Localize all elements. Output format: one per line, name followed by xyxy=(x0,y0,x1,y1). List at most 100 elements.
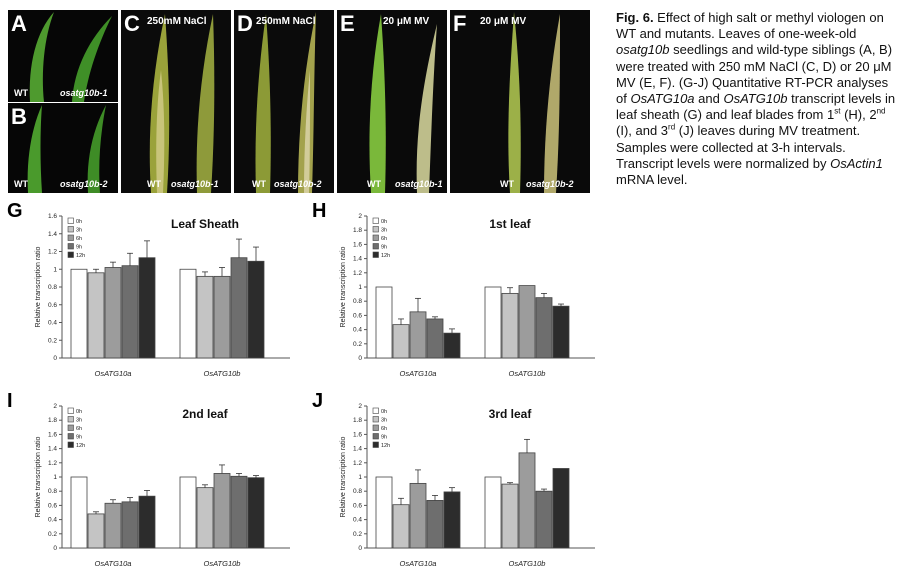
bar xyxy=(552,468,570,549)
x-category-label: OsATG10b xyxy=(509,559,546,568)
bar xyxy=(426,318,444,359)
treatment-label: 20 μM MV xyxy=(480,16,527,27)
y-tick-label: 0.2 xyxy=(48,531,57,538)
leaf-image xyxy=(255,12,316,193)
y-tick-label: 0.4 xyxy=(353,517,362,524)
y-tick-label: 1 xyxy=(358,474,362,481)
leaf-image xyxy=(369,14,437,193)
wt-label: WT xyxy=(14,88,28,98)
mutant-label: osatg10b-1 xyxy=(60,88,108,98)
caption-segment: Effect of high salt or methyl viologen o… xyxy=(616,10,884,42)
caption-segment: and xyxy=(694,91,724,107)
legend-swatch xyxy=(372,407,379,414)
caption-segment: nd xyxy=(876,106,886,116)
caption-segment: rd xyxy=(668,123,676,133)
chart-title: Leaf Sheath xyxy=(171,217,239,231)
y-tick-label: 1.8 xyxy=(48,417,57,424)
chart-svg: 0 0.2 0.4 0.6 0.8 1 1.2 1.4 1.6 1.8 2 Relative tran… xyxy=(35,403,290,568)
bar xyxy=(409,311,427,359)
bar xyxy=(247,477,265,549)
y-tick-label: 1 xyxy=(53,474,57,481)
legend-label: 6h xyxy=(76,236,82,242)
y-tick-label: 1.6 xyxy=(48,213,57,220)
leaf-image xyxy=(29,12,112,102)
legend-swatch xyxy=(67,217,74,224)
y-tick-label: 2 xyxy=(53,403,57,410)
caption-segment: OsActin1 xyxy=(830,155,883,171)
y-tick-label: 0 xyxy=(53,355,57,362)
x-category-label: OsATG10a xyxy=(400,369,437,378)
y-tick-label: 2 xyxy=(358,403,362,410)
legend-swatch xyxy=(67,226,74,233)
x-category-label: OsATG10a xyxy=(95,369,132,378)
caption-text: Effect of high salt or methyl viologen o… xyxy=(616,10,895,187)
bar xyxy=(501,483,519,549)
y-axis-label: Relative transcription ratio xyxy=(35,246,42,327)
legend-label: 3h xyxy=(76,418,82,424)
legend-label: 6h xyxy=(381,426,387,432)
bar xyxy=(138,495,156,549)
legend-label: 0h xyxy=(381,219,387,225)
legend-label: 9h xyxy=(381,435,387,441)
legend-swatch xyxy=(372,424,379,431)
panel-letter-i: I xyxy=(7,390,13,412)
x-category-label: OsATG10b xyxy=(204,369,241,378)
legend-label: 12h xyxy=(76,443,85,449)
y-tick-label: 1.2 xyxy=(48,249,57,256)
treatment-label: 250mM NaCl xyxy=(256,16,316,27)
bar xyxy=(247,260,265,359)
bar xyxy=(179,268,197,359)
y-tick-label: 0.2 xyxy=(353,341,362,348)
legend-label: 6h xyxy=(381,236,387,242)
panel-letter: F xyxy=(453,11,467,36)
y-tick-label: 1 xyxy=(358,284,362,291)
y-tick-label: 0.8 xyxy=(353,488,362,495)
y-tick-label: 1.2 xyxy=(48,460,57,467)
legend-swatch xyxy=(67,424,74,431)
mutant-label: osatg10b-2 xyxy=(274,179,322,189)
y-tick-label: 0.6 xyxy=(353,502,362,509)
y-tick-label: 1.4 xyxy=(353,256,362,263)
legend-swatch xyxy=(372,416,379,423)
bar xyxy=(535,490,553,549)
mutant-label: osatg10b-2 xyxy=(60,179,108,189)
photo-panel-c: C 250mM NaCl WT osatg10b-1 xyxy=(121,10,231,193)
leaf-image xyxy=(27,105,106,193)
y-axis-label: Relative transcription ratio xyxy=(340,436,347,517)
y-tick-label: 0.6 xyxy=(48,302,57,309)
legend-label: 12h xyxy=(381,443,390,449)
y-tick-label: 0.2 xyxy=(353,531,362,538)
y-tick-label: 1.4 xyxy=(48,446,57,453)
panel-letter: D xyxy=(237,11,253,36)
caption-label: Fig. 6. xyxy=(616,10,654,25)
x-category-label: OsATG10b xyxy=(509,369,546,378)
y-tick-label: 0.4 xyxy=(353,327,362,334)
x-category-label: OsATG10a xyxy=(95,559,132,568)
bar xyxy=(213,473,231,549)
y-tick-label: 1 xyxy=(53,266,57,273)
y-tick-label: 2 xyxy=(358,213,362,220)
caption-segment: seedlings and wild-type siblings (A, B) … xyxy=(616,42,893,107)
bar xyxy=(121,501,139,549)
y-tick-label: 0 xyxy=(53,545,57,552)
bar xyxy=(121,265,139,359)
photo-panel-a: A WT osatg10b-1 xyxy=(8,10,118,102)
treatment-label: 250mM NaCl xyxy=(147,16,207,27)
legend-label: 9h xyxy=(76,435,82,441)
y-tick-label: 0.6 xyxy=(353,312,362,319)
panel-letter-g: G xyxy=(7,200,23,222)
chart-panel-g: G 0 0.2 0.4 0.6 0.8 1 1.2 1.4 1.6 Relative transc… xyxy=(0,198,300,388)
legend-swatch xyxy=(372,234,379,241)
legend-label: 9h xyxy=(381,245,387,251)
wt-label: WT xyxy=(14,179,28,189)
y-tick-label: 0.8 xyxy=(48,488,57,495)
legend-swatch xyxy=(372,243,379,250)
y-tick-label: 1.6 xyxy=(48,431,57,438)
wt-label: WT xyxy=(367,179,381,189)
legend-swatch xyxy=(372,441,379,448)
bar xyxy=(196,487,214,549)
caption-segment: transcript levels in leaf sheath (G) and… xyxy=(616,91,896,123)
bar xyxy=(392,324,410,359)
x-category-label: OsATG10a xyxy=(400,559,437,568)
figure-caption: Fig. 6. Effect of high salt or methyl vi… xyxy=(616,10,898,188)
